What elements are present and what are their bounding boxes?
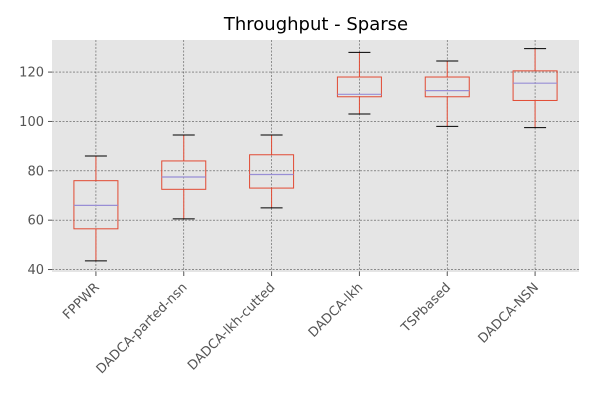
iqr-box	[512, 70, 558, 101]
y-tick-label: 100	[19, 115, 44, 130]
iqr-box	[336, 76, 382, 98]
plot-area	[52, 40, 579, 272]
box-dadca-lkh	[336, 51, 382, 115]
box-fppwr	[73, 155, 119, 262]
y-tick-label: 60	[27, 214, 44, 229]
y-axis-labels: 40 60 80 100 120	[19, 66, 52, 278]
iqr-box	[161, 160, 207, 190]
x-tick-label: DADCA-lkh-cutted	[185, 280, 278, 373]
x-tick-label: TSPbased	[398, 280, 454, 336]
box-dadca-parted-nsn	[161, 134, 207, 220]
x-tick-label: FPPWR	[60, 280, 102, 322]
x-tick-label: DADCA-NSN	[476, 280, 542, 346]
box-tspbased	[424, 60, 470, 127]
chart-title: Throughput - Sparse	[223, 14, 408, 35]
y-tick-label: 120	[19, 66, 44, 81]
iqr-box	[249, 154, 295, 189]
x-tick-label: DADCA-lkh	[306, 280, 366, 340]
iqr-box	[73, 180, 119, 230]
box-dadca-nsn	[512, 48, 558, 129]
box-dadca-lkh-cutted	[249, 134, 295, 209]
y-tick-label: 40	[27, 263, 44, 278]
boxes-group	[73, 48, 558, 262]
x-tick-label: DADCA-parted-nsn	[94, 280, 191, 377]
iqr-box	[424, 76, 470, 98]
y-tick-label: 80	[27, 164, 44, 179]
